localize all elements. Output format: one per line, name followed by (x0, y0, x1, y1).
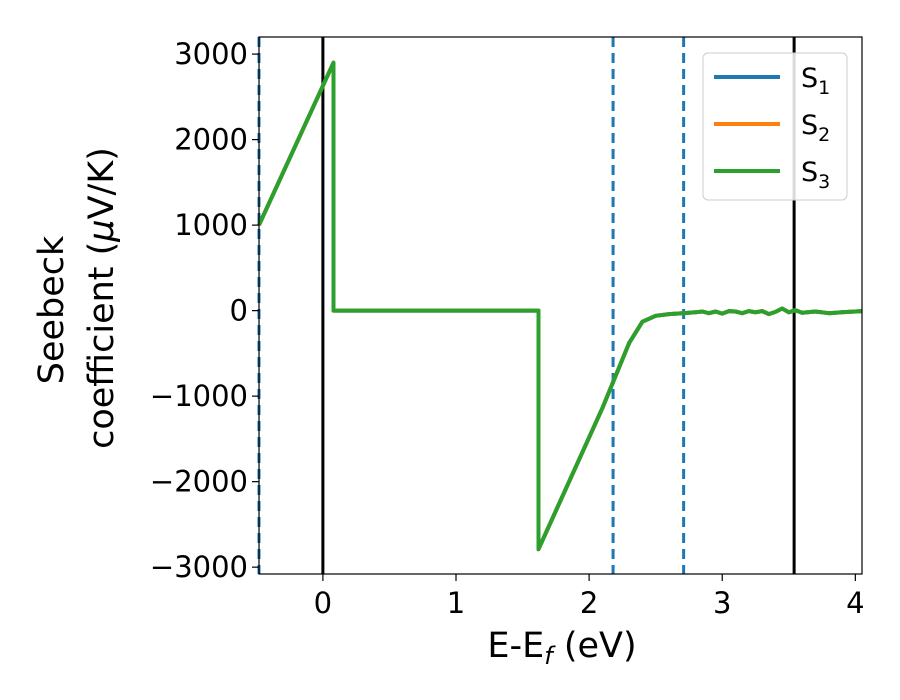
y-tick-label: 2000 (174, 123, 248, 157)
x-axis-ticks: 0 1 2 3 4 (314, 574, 865, 620)
y-tick-label: 1000 (174, 208, 248, 242)
y-axis-title-line1: Seebeck (32, 235, 72, 384)
y-tick-label: −2000 (150, 465, 248, 499)
legend-box (702, 52, 848, 201)
y-axis-ticks: −3000 −2000 −1000 0 1000 2000 3000 (150, 37, 259, 584)
x-tick-label: 0 (314, 586, 332, 620)
legend-label-S3: S3 (801, 157, 830, 193)
y-axis-title-mu: μ (82, 219, 122, 242)
series-lines (257, 60, 863, 552)
x-axis-title-unit: (eV) (553, 626, 637, 666)
y-tick-label: −3000 (150, 550, 248, 584)
x-tick-label: 1 (447, 586, 465, 620)
x-tick-label: 2 (580, 586, 598, 620)
y-axis-title-line2: coefficient (μV/K) (82, 147, 122, 449)
plot-frame (258, 36, 863, 575)
series-line-S3 (257, 60, 863, 552)
legend-label-S2: S2 (801, 110, 830, 146)
y-tick-label: 3000 (174, 37, 248, 71)
y-tick-label: −1000 (150, 379, 248, 413)
x-tick-label: 3 (713, 586, 731, 620)
x-tick-label: 4 (846, 586, 864, 620)
x-axis-title: E-Ef (eV) (487, 626, 636, 670)
legend-label-S1: S1 (801, 63, 830, 99)
y-tick-label: 0 (230, 294, 248, 328)
legend: S1 S2 S3 (702, 52, 848, 201)
